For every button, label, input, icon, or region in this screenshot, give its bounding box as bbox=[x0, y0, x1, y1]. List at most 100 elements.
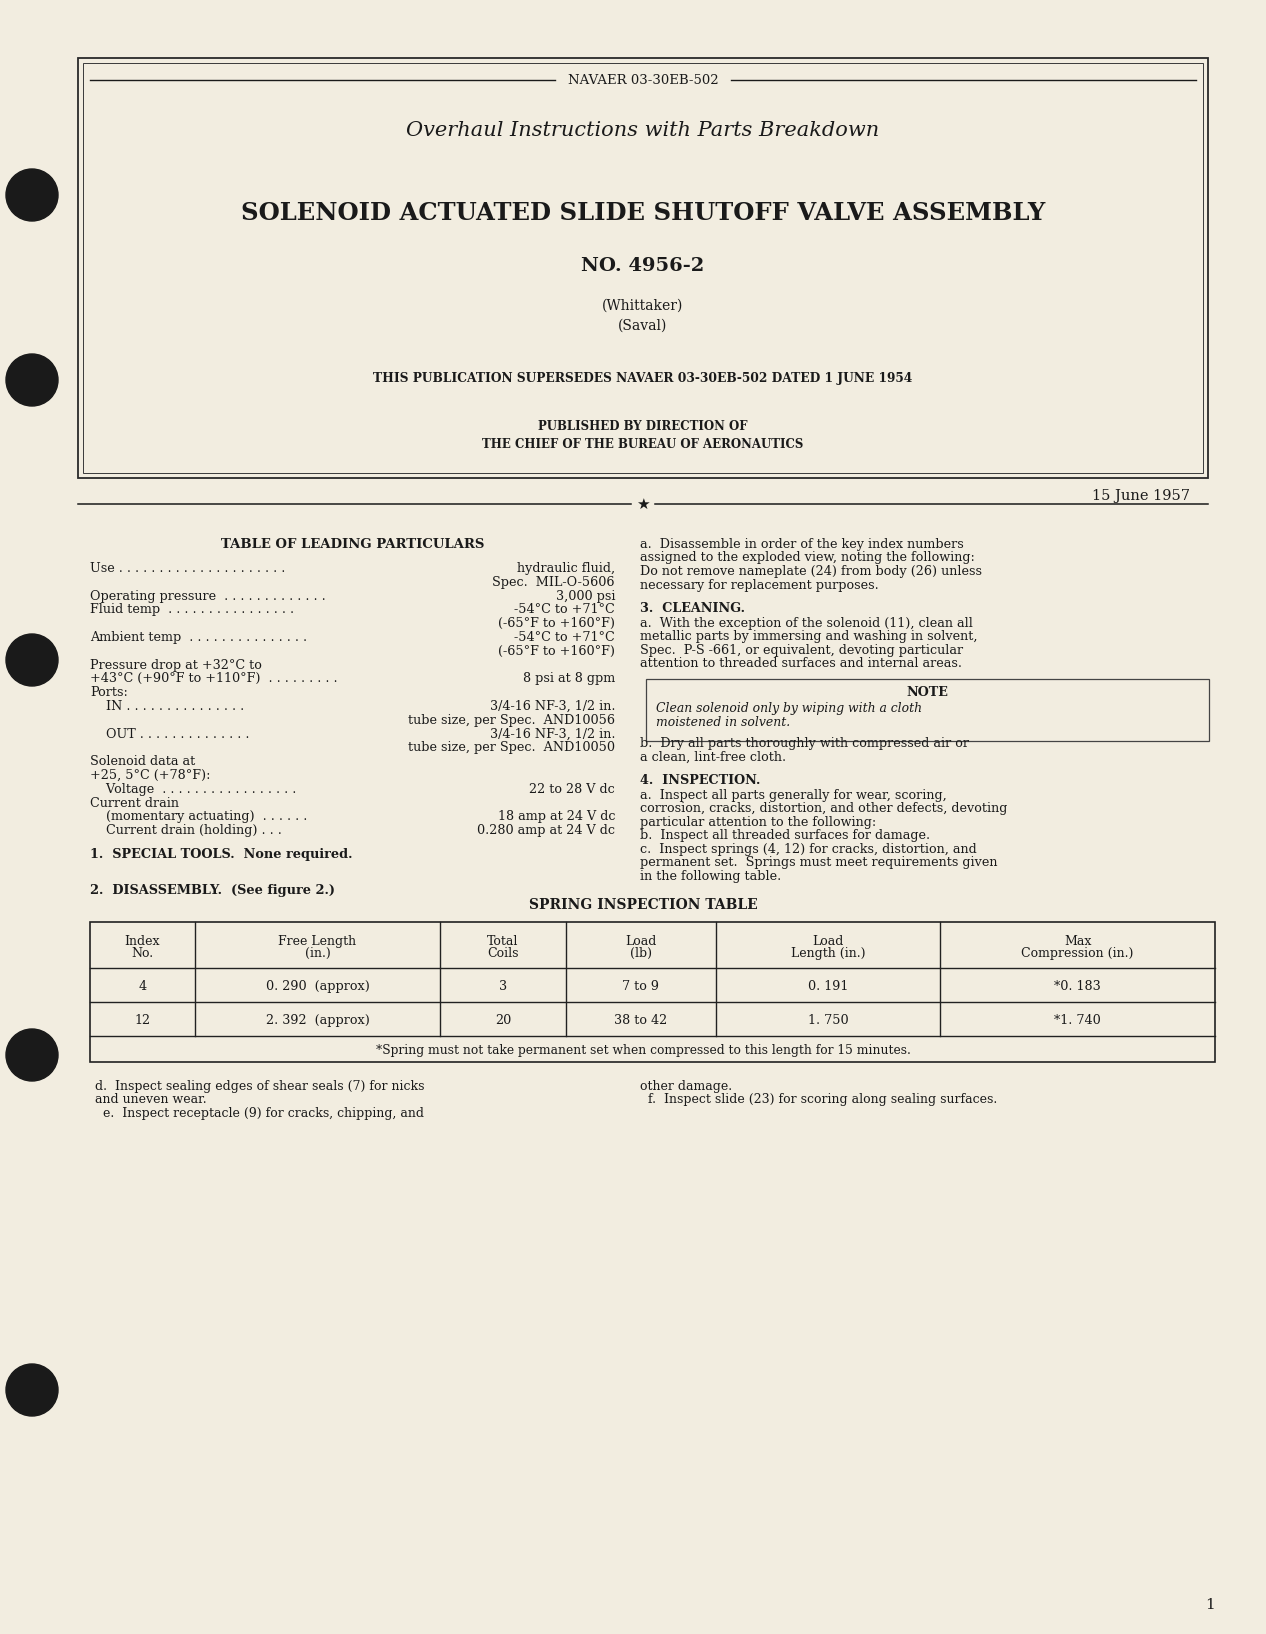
Text: THE CHIEF OF THE BUREAU OF AERONAUTICS: THE CHIEF OF THE BUREAU OF AERONAUTICS bbox=[482, 438, 804, 451]
Text: SOLENOID ACTUATED SLIDE SHUTOFF VALVE ASSEMBLY: SOLENOID ACTUATED SLIDE SHUTOFF VALVE AS… bbox=[241, 201, 1046, 225]
Text: particular attention to the following:: particular attention to the following: bbox=[641, 815, 876, 828]
Text: Solenoid data at: Solenoid data at bbox=[90, 755, 195, 768]
Bar bbox=[90, 922, 1215, 1062]
Text: a.  Inspect all parts generally for wear, scoring,: a. Inspect all parts generally for wear,… bbox=[641, 789, 947, 802]
Circle shape bbox=[6, 1029, 58, 1082]
Text: Max: Max bbox=[1063, 935, 1091, 948]
Text: 3.  CLEANING.: 3. CLEANING. bbox=[641, 601, 744, 614]
Text: Ports:: Ports: bbox=[90, 686, 128, 699]
Text: (-65°F to +160°F): (-65°F to +160°F) bbox=[498, 618, 615, 631]
Text: attention to threaded surfaces and internal areas.: attention to threaded surfaces and inter… bbox=[641, 657, 962, 670]
Text: 0.280 amp at 24 V dc: 0.280 amp at 24 V dc bbox=[477, 824, 615, 837]
Text: 0. 191: 0. 191 bbox=[808, 980, 848, 993]
Text: Index: Index bbox=[124, 935, 161, 948]
Text: *0. 183: *0. 183 bbox=[1055, 980, 1101, 993]
Text: Ambient temp  . . . . . . . . . . . . . . .: Ambient temp . . . . . . . . . . . . . .… bbox=[90, 631, 308, 644]
Text: Do not remove nameplate (24) from body (26) unless: Do not remove nameplate (24) from body (… bbox=[641, 565, 982, 578]
Circle shape bbox=[6, 634, 58, 686]
Text: in the following table.: in the following table. bbox=[641, 869, 781, 882]
Text: *1. 740: *1. 740 bbox=[1055, 1015, 1101, 1028]
Text: NOTE: NOTE bbox=[906, 686, 948, 698]
Text: c.  Inspect springs (4, 12) for cracks, distortion, and: c. Inspect springs (4, 12) for cracks, d… bbox=[641, 843, 977, 856]
Text: 2. 392  (approx): 2. 392 (approx) bbox=[266, 1015, 370, 1028]
Bar bbox=[78, 57, 1208, 479]
Text: 4.  INSPECTION.: 4. INSPECTION. bbox=[641, 775, 761, 788]
Text: (in.): (in.) bbox=[305, 948, 330, 961]
Text: (Saval): (Saval) bbox=[618, 319, 667, 333]
Text: a.  With the exception of the solenoid (11), clean all: a. With the exception of the solenoid (1… bbox=[641, 616, 972, 629]
Text: Load: Load bbox=[813, 935, 844, 948]
Text: f.  Inspect slide (23) for scoring along sealing surfaces.: f. Inspect slide (23) for scoring along … bbox=[641, 1093, 998, 1106]
Text: corrosion, cracks, distortion, and other defects, devoting: corrosion, cracks, distortion, and other… bbox=[641, 802, 1008, 815]
Text: d.  Inspect sealing edges of shear seals (7) for nicks: d. Inspect sealing edges of shear seals … bbox=[95, 1080, 424, 1093]
Circle shape bbox=[6, 355, 58, 405]
Text: Operating pressure  . . . . . . . . . . . . .: Operating pressure . . . . . . . . . . .… bbox=[90, 590, 325, 603]
Text: e.  Inspect receptacle (9) for cracks, chipping, and: e. Inspect receptacle (9) for cracks, ch… bbox=[95, 1106, 424, 1119]
Text: Load: Load bbox=[625, 935, 657, 948]
Text: Overhaul Instructions with Parts Breakdown: Overhaul Instructions with Parts Breakdo… bbox=[406, 121, 880, 139]
Text: 1: 1 bbox=[1205, 1598, 1215, 1613]
Text: Compression (in.): Compression (in.) bbox=[1022, 948, 1134, 961]
Text: 3/4-16 NF-3, 1/2 in.: 3/4-16 NF-3, 1/2 in. bbox=[490, 699, 615, 712]
Bar bbox=[646, 678, 1209, 740]
Text: a.  Disassemble in order of the key index numbers: a. Disassemble in order of the key index… bbox=[641, 538, 963, 551]
Text: 0. 290  (approx): 0. 290 (approx) bbox=[266, 980, 370, 993]
Text: SPRING INSPECTION TABLE: SPRING INSPECTION TABLE bbox=[529, 899, 757, 912]
Text: moistened in solvent.: moistened in solvent. bbox=[656, 716, 790, 729]
Text: 3,000 psi: 3,000 psi bbox=[556, 590, 615, 603]
Text: -54°C to +71°C: -54°C to +71°C bbox=[514, 631, 615, 644]
Text: Pressure drop at +32°C to: Pressure drop at +32°C to bbox=[90, 659, 262, 672]
Text: 1.  SPECIAL TOOLS.  None required.: 1. SPECIAL TOOLS. None required. bbox=[90, 848, 352, 861]
Text: 38 to 42: 38 to 42 bbox=[614, 1015, 667, 1028]
Text: NO. 4956-2: NO. 4956-2 bbox=[581, 257, 705, 275]
Text: tube size, per Spec.  AND10056: tube size, per Spec. AND10056 bbox=[408, 714, 615, 727]
Text: 20: 20 bbox=[495, 1015, 511, 1028]
Text: Free Length: Free Length bbox=[279, 935, 357, 948]
Text: Current drain (holding) . . .: Current drain (holding) . . . bbox=[90, 824, 282, 837]
Text: No.: No. bbox=[132, 948, 153, 961]
Text: 3/4-16 NF-3, 1/2 in.: 3/4-16 NF-3, 1/2 in. bbox=[490, 727, 615, 740]
Text: Spec.  MIL-O-5606: Spec. MIL-O-5606 bbox=[492, 575, 615, 588]
Text: (Whittaker): (Whittaker) bbox=[603, 299, 684, 314]
Circle shape bbox=[6, 1364, 58, 1417]
Text: b.  Dry all parts thoroughly with compressed air or: b. Dry all parts thoroughly with compres… bbox=[641, 737, 968, 750]
Text: Clean solenoid only by wiping with a cloth: Clean solenoid only by wiping with a clo… bbox=[656, 703, 922, 716]
Text: hydraulic fluid,: hydraulic fluid, bbox=[517, 562, 615, 575]
Text: assigned to the exploded view, noting the following:: assigned to the exploded view, noting th… bbox=[641, 552, 975, 564]
Text: permanent set.  Springs must meet requirements given: permanent set. Springs must meet require… bbox=[641, 856, 998, 869]
Text: OUT . . . . . . . . . . . . . .: OUT . . . . . . . . . . . . . . bbox=[90, 727, 249, 740]
Text: b.  Inspect all threaded surfaces for damage.: b. Inspect all threaded surfaces for dam… bbox=[641, 828, 931, 842]
Text: IN . . . . . . . . . . . . . . .: IN . . . . . . . . . . . . . . . bbox=[90, 699, 244, 712]
Text: 22 to 28 V dc: 22 to 28 V dc bbox=[529, 783, 615, 796]
Text: 1. 750: 1. 750 bbox=[808, 1015, 848, 1028]
Text: NAVAER 03-30EB-502: NAVAER 03-30EB-502 bbox=[567, 74, 718, 87]
Bar bbox=[84, 64, 1203, 472]
Text: (-65°F to +160°F): (-65°F to +160°F) bbox=[498, 645, 615, 659]
Text: (momentary actuating)  . . . . . .: (momentary actuating) . . . . . . bbox=[90, 810, 308, 824]
Text: PUBLISHED BY DIRECTION OF: PUBLISHED BY DIRECTION OF bbox=[538, 420, 748, 433]
Circle shape bbox=[6, 168, 58, 221]
Text: tube size, per Spec.  AND10050: tube size, per Spec. AND10050 bbox=[408, 742, 615, 755]
Text: 15 June 1957: 15 June 1957 bbox=[1093, 489, 1190, 503]
Text: *Spring must not take permanent set when compressed to this length for 15 minute: *Spring must not take permanent set when… bbox=[376, 1044, 910, 1057]
Text: 2.  DISASSEMBLY.  (See figure 2.): 2. DISASSEMBLY. (See figure 2.) bbox=[90, 884, 335, 897]
Text: 4: 4 bbox=[138, 980, 147, 993]
Text: and uneven wear.: and uneven wear. bbox=[95, 1093, 206, 1106]
Text: 7 to 9: 7 to 9 bbox=[623, 980, 660, 993]
Text: +25, 5°C (+78°F):: +25, 5°C (+78°F): bbox=[90, 770, 210, 783]
Text: +43°C (+90°F to +110°F)  . . . . . . . . .: +43°C (+90°F to +110°F) . . . . . . . . … bbox=[90, 673, 338, 685]
Text: -54°C to +71°C: -54°C to +71°C bbox=[514, 603, 615, 616]
Text: 18 amp at 24 V dc: 18 amp at 24 V dc bbox=[498, 810, 615, 824]
Text: TABLE OF LEADING PARTICULARS: TABLE OF LEADING PARTICULARS bbox=[220, 538, 484, 551]
Text: 8 psi at 8 gpm: 8 psi at 8 gpm bbox=[523, 673, 615, 685]
Text: Fluid temp  . . . . . . . . . . . . . . . .: Fluid temp . . . . . . . . . . . . . . .… bbox=[90, 603, 294, 616]
Text: other damage.: other damage. bbox=[641, 1080, 732, 1093]
Text: ★: ★ bbox=[637, 497, 649, 511]
Text: (lb): (lb) bbox=[630, 948, 652, 961]
Text: Current drain: Current drain bbox=[90, 797, 179, 809]
Text: THIS PUBLICATION SUPERSEDES NAVAER 03-30EB-502 DATED 1 JUNE 1954: THIS PUBLICATION SUPERSEDES NAVAER 03-30… bbox=[373, 371, 913, 384]
Text: Spec.  P-S -661, or equivalent, devoting particular: Spec. P-S -661, or equivalent, devoting … bbox=[641, 644, 963, 657]
Text: metallic parts by immersing and washing in solvent,: metallic parts by immersing and washing … bbox=[641, 631, 977, 644]
Text: a clean, lint-free cloth.: a clean, lint-free cloth. bbox=[641, 750, 786, 763]
Text: Use . . . . . . . . . . . . . . . . . . . . .: Use . . . . . . . . . . . . . . . . . . … bbox=[90, 562, 285, 575]
